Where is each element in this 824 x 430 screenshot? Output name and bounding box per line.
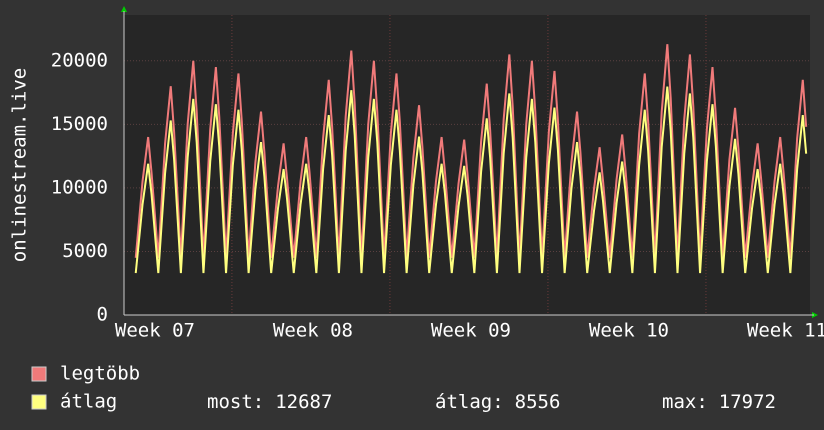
y-tick-label: 10000 bbox=[51, 176, 108, 198]
legend-stat: átlag: 8556 bbox=[435, 391, 560, 413]
x-tick-label: Week 09 bbox=[431, 320, 511, 342]
stat-value: 12687 bbox=[275, 391, 332, 413]
x-tick-label: Week 10 bbox=[589, 320, 669, 342]
x-tick-label: Week 11 bbox=[747, 320, 824, 342]
y-axis-title: onlinestream.live bbox=[9, 68, 31, 262]
legend-label: legtöbb bbox=[60, 363, 140, 385]
legend-stat: most: 12687 bbox=[207, 391, 332, 413]
y-tick-label: 5000 bbox=[62, 240, 108, 262]
stat-label: max: bbox=[662, 391, 708, 413]
y-tick-label: 15000 bbox=[51, 113, 108, 135]
stat-value: 8556 bbox=[515, 391, 561, 413]
stat-label: most: bbox=[207, 391, 264, 413]
y-tick-label: 20000 bbox=[51, 49, 108, 71]
x-tick-label: Week 07 bbox=[115, 320, 195, 342]
y-tick-label: 0 bbox=[97, 304, 108, 326]
x-tick-label: Week 08 bbox=[273, 320, 353, 342]
axis-arrow bbox=[812, 312, 818, 318]
legend-label: átlag bbox=[60, 391, 117, 413]
stat-value: 17972 bbox=[719, 391, 776, 413]
axis-arrow bbox=[121, 6, 127, 12]
data-line bbox=[134, 86, 808, 274]
legend-stat: max: 17972 bbox=[662, 391, 776, 413]
stat-label: átlag: bbox=[435, 391, 504, 413]
legend-swatch bbox=[31, 394, 47, 410]
legend-swatch bbox=[31, 366, 47, 382]
